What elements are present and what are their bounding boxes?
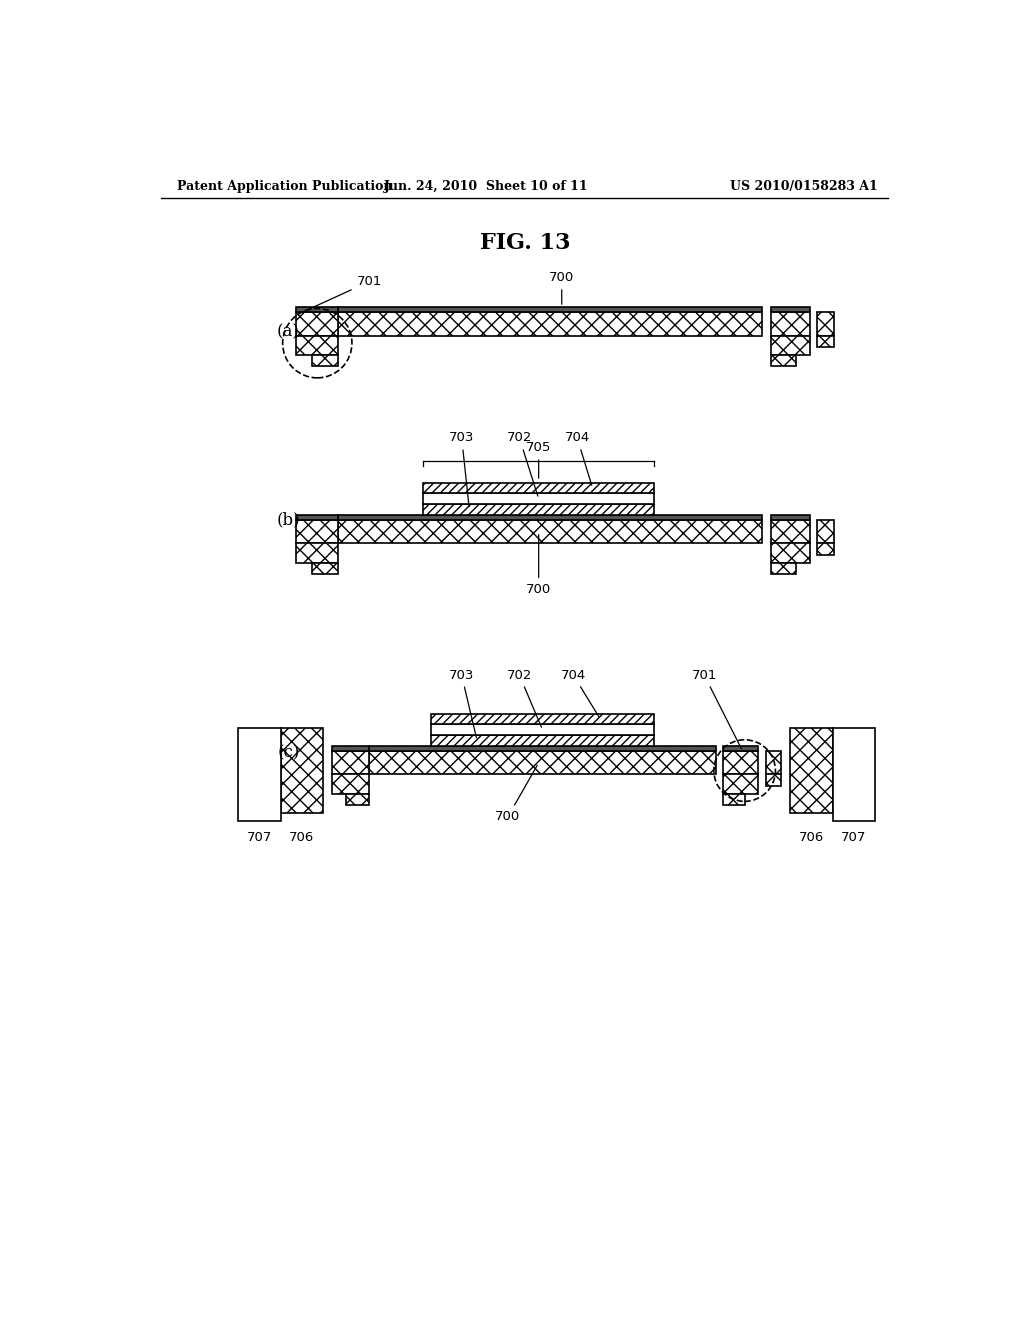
Bar (771, 335, 810, 355)
Text: 700: 700 (549, 271, 574, 304)
Text: FIG. 13: FIG. 13 (479, 232, 570, 255)
Bar (771, 520, 810, 544)
Bar (771, 308, 810, 313)
Bar (724, 793, 745, 805)
Bar (339, 520, 762, 544)
Text: 703: 703 (449, 432, 474, 507)
Bar (296, 544, 339, 562)
Bar (333, 775, 370, 793)
Bar (370, 746, 716, 751)
Bar (817, 520, 835, 544)
Bar (431, 735, 654, 746)
Bar (370, 751, 716, 775)
Text: (a): (a) (276, 323, 300, 341)
Text: US 2010/0158283 A1: US 2010/0158283 A1 (730, 181, 878, 194)
Bar (311, 562, 339, 574)
Text: (b): (b) (276, 512, 300, 529)
Bar (724, 751, 758, 775)
Text: 707: 707 (842, 832, 866, 843)
Bar (771, 355, 796, 367)
Text: 706: 706 (289, 832, 314, 843)
Bar (817, 335, 835, 347)
Bar (766, 775, 781, 785)
Text: 700: 700 (526, 535, 551, 597)
Text: 706: 706 (799, 832, 824, 843)
Text: 701: 701 (304, 275, 382, 312)
Bar (311, 355, 339, 367)
Bar (346, 793, 370, 805)
Bar (817, 544, 835, 554)
Text: 704: 704 (564, 432, 592, 486)
Bar (771, 515, 810, 520)
Bar (281, 729, 323, 813)
Bar (766, 751, 781, 775)
Text: Patent Application Publication: Patent Application Publication (177, 181, 392, 194)
Text: (c): (c) (278, 744, 300, 762)
Bar (296, 335, 339, 355)
Bar (423, 504, 654, 515)
Text: 701: 701 (691, 668, 741, 748)
Text: Jun. 24, 2010  Sheet 10 of 11: Jun. 24, 2010 Sheet 10 of 11 (384, 181, 589, 194)
Bar (423, 483, 654, 494)
Bar (339, 308, 762, 313)
Bar (724, 746, 758, 751)
Text: 702: 702 (507, 668, 542, 727)
Bar (431, 714, 654, 725)
Bar (333, 746, 370, 751)
Bar (239, 729, 281, 821)
Text: 707: 707 (247, 832, 272, 843)
Bar (431, 725, 654, 735)
Bar (724, 775, 758, 793)
Text: 704: 704 (561, 668, 599, 717)
Text: 700: 700 (496, 766, 538, 824)
Bar (333, 751, 370, 775)
Text: 705: 705 (526, 441, 551, 478)
Text: 702: 702 (507, 432, 538, 496)
Bar (771, 313, 810, 335)
Bar (423, 494, 654, 504)
Bar (296, 313, 339, 335)
Bar (296, 308, 339, 313)
Bar (339, 515, 762, 520)
Bar (791, 729, 833, 813)
Bar (771, 562, 796, 574)
Bar (833, 729, 876, 821)
Bar (771, 544, 810, 562)
Bar (296, 520, 339, 544)
Bar (296, 515, 339, 520)
Bar (339, 313, 762, 335)
Text: 703: 703 (449, 668, 476, 738)
Bar (817, 313, 835, 335)
